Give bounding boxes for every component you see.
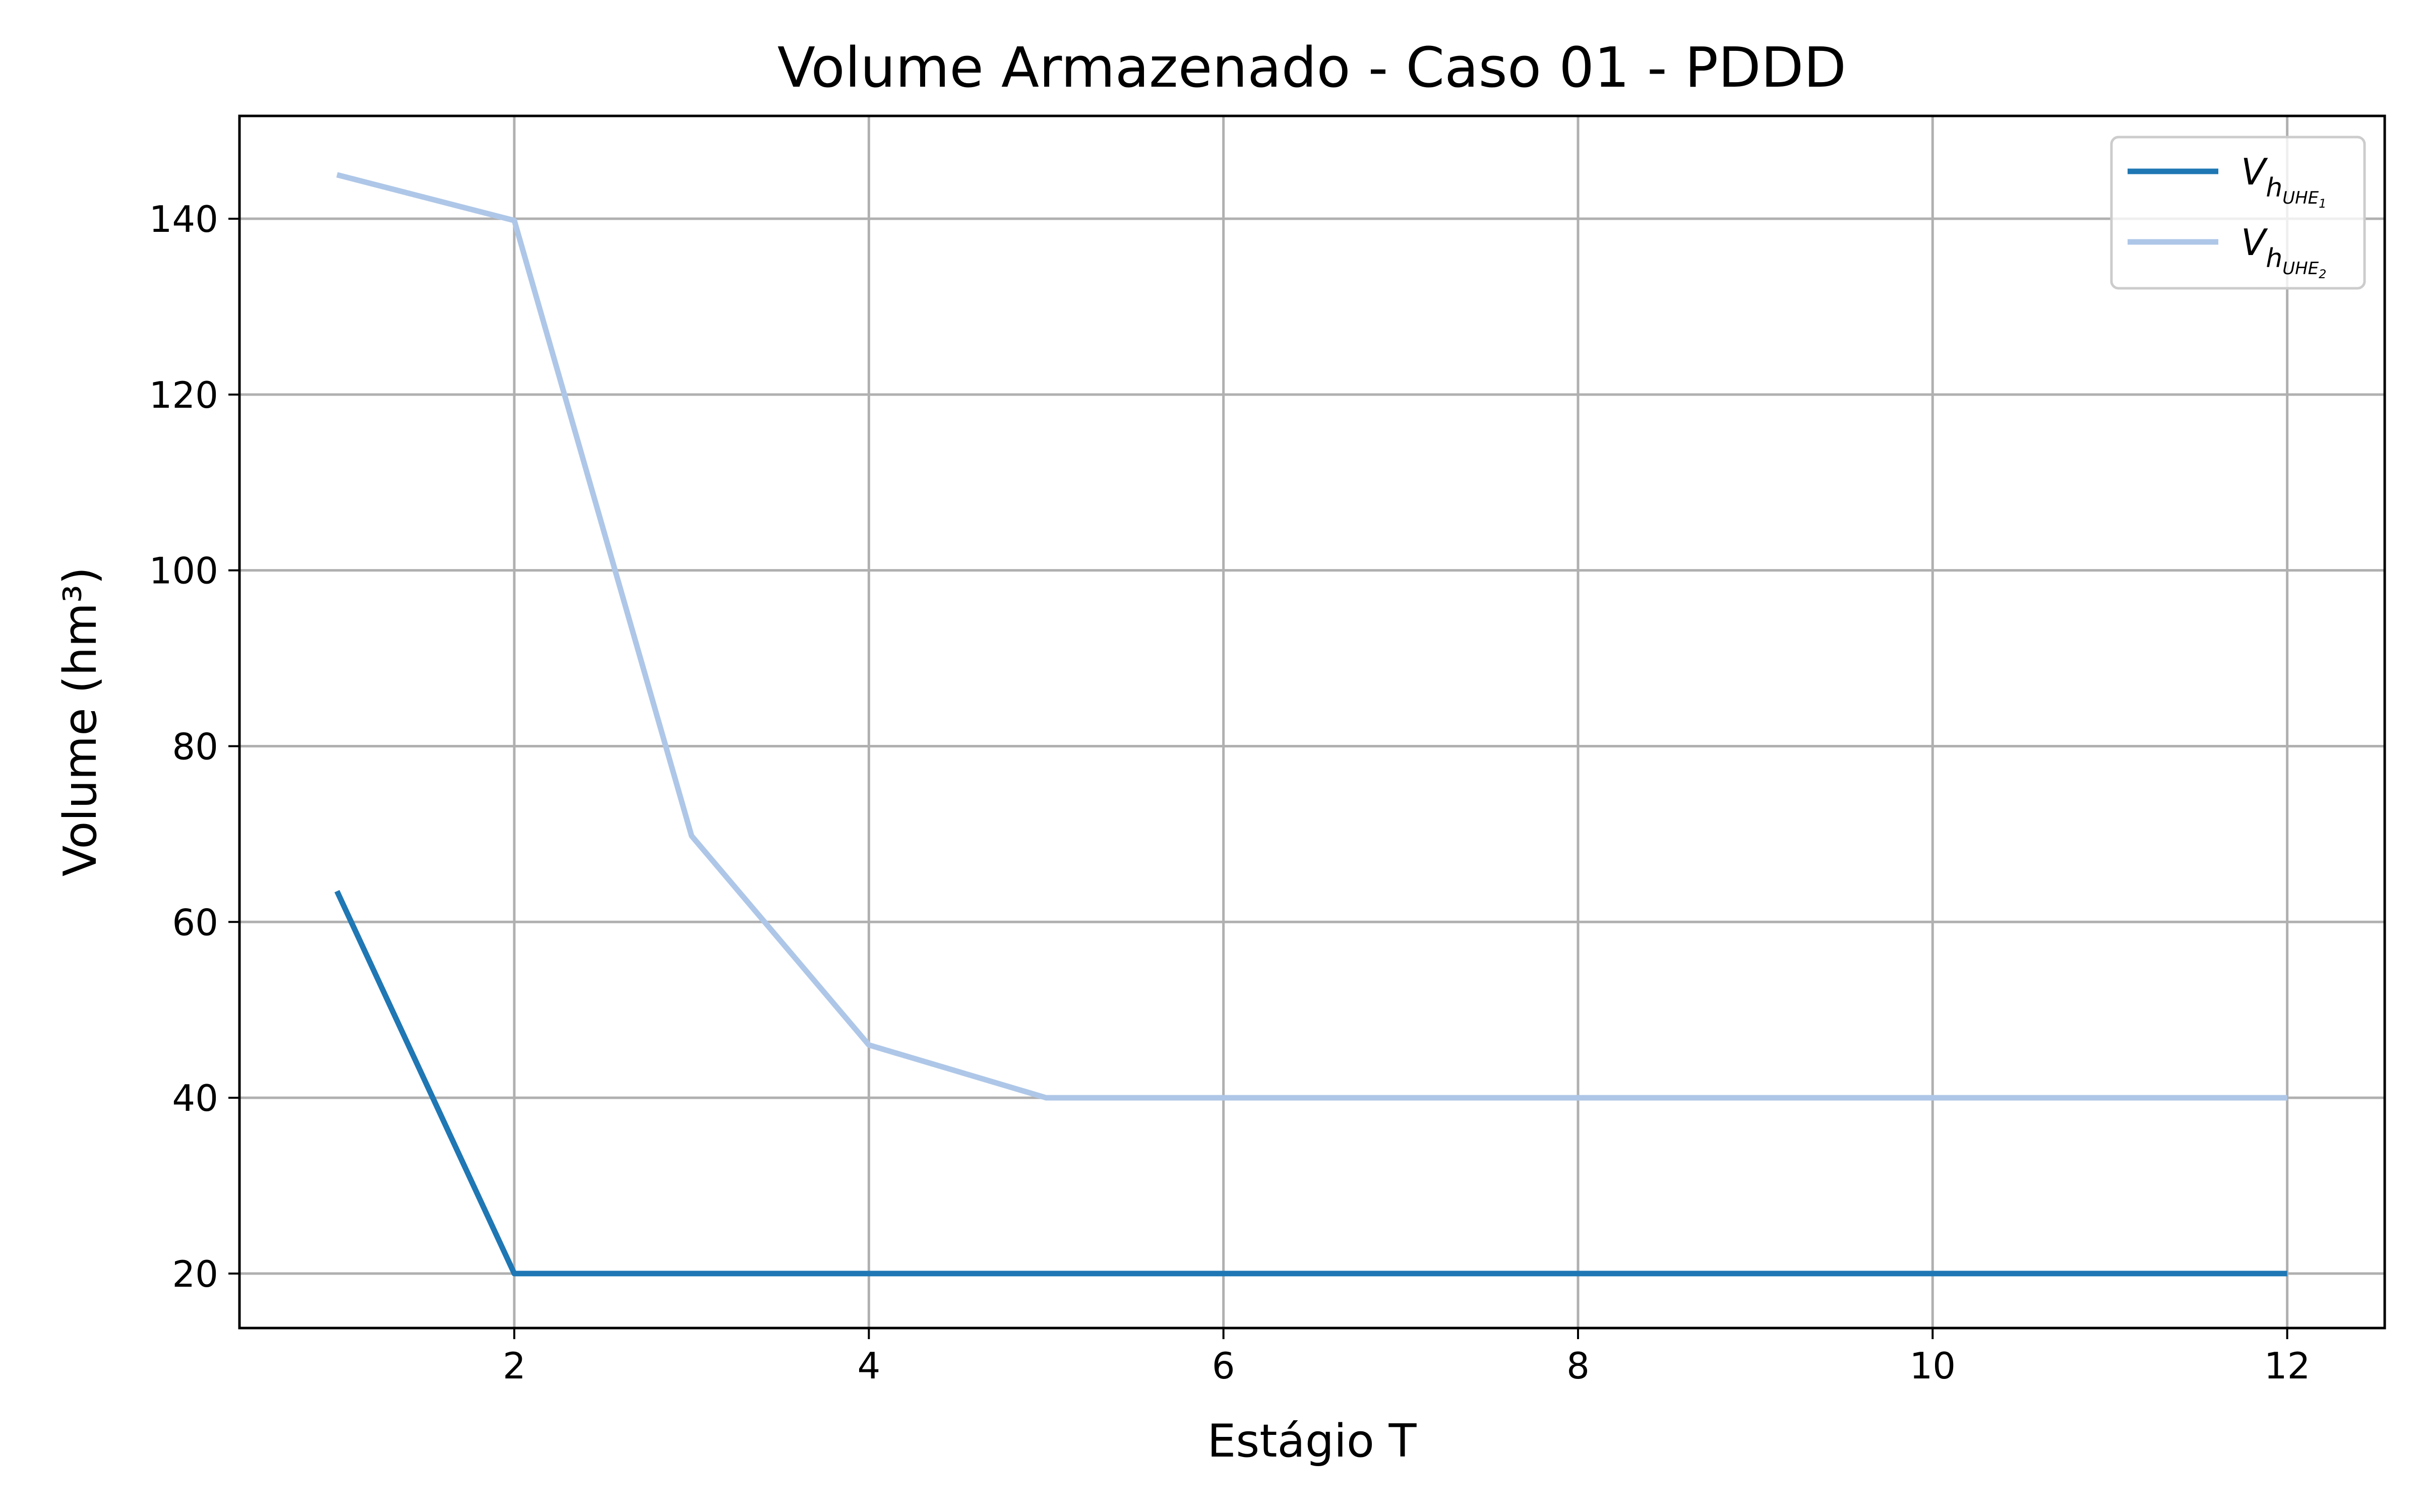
- legend-label-subsub: UHE: [2282, 259, 2319, 279]
- plot-frame: [238, 114, 2386, 1330]
- series-1-point: [691, 1273, 693, 1275]
- x-tick-label: 2: [503, 1345, 526, 1387]
- x-tick-label: 10: [1909, 1345, 1956, 1387]
- y-tick-label: 140: [149, 198, 218, 240]
- legend-label-subsub: UHE: [2282, 188, 2319, 208]
- legend-label-1: VhUHE1: [2241, 151, 2326, 211]
- series-1-point: [2109, 1273, 2111, 1275]
- series-1-point: [1223, 1273, 1225, 1275]
- x-tick-label: 8: [1566, 1345, 1590, 1387]
- series-1-point: [336, 890, 338, 892]
- series-1-point: [513, 1273, 515, 1275]
- series-line-1: [334, 890, 2287, 1277]
- legend-label-base: V: [2241, 221, 2268, 264]
- series-2-point: [691, 835, 693, 837]
- legend-label-subsubsub: 2: [2319, 267, 2326, 281]
- x-tick-label: 4: [857, 1345, 880, 1387]
- legend-label-sub: h: [2266, 173, 2282, 203]
- legend-label-base: V: [2241, 151, 2268, 193]
- y-tick-label: 100: [149, 550, 218, 592]
- y-tick-label: 20: [172, 1253, 218, 1295]
- series-2-point: [1754, 1097, 1757, 1099]
- series-1-point: [1400, 1273, 1402, 1275]
- series-2-point: [336, 174, 338, 176]
- series-1-point: [1045, 1273, 1047, 1275]
- series-2-point: [2286, 1097, 2288, 1099]
- legend-label-sub: h: [2266, 243, 2282, 274]
- legend-box: [2110, 136, 2366, 290]
- series-layer: [334, 172, 2288, 1277]
- series-1-point: [2286, 1273, 2288, 1275]
- grid: [239, 116, 2385, 1328]
- series-2-point: [1400, 1097, 1402, 1099]
- legend-label-subsubsub: 1: [2319, 197, 2326, 211]
- chart-title: Volume Armazenado - Caso 01 - PDDD: [777, 35, 1846, 100]
- legend-label-2: VhUHE2: [2241, 221, 2326, 281]
- ticks: 2 4 6 8 10 12 20 40 60 80 100 120 140: [149, 198, 2311, 1387]
- y-axis-label: Volume (hm³): [54, 567, 107, 876]
- series-2-point: [1931, 1097, 1933, 1099]
- series-1-point: [1931, 1273, 1933, 1275]
- y-tick-label: 80: [172, 725, 218, 768]
- y-tick-label: 60: [172, 901, 218, 943]
- x-tick-label: 12: [2264, 1345, 2311, 1387]
- series-1-point: [1577, 1273, 1579, 1275]
- y-tick-label: 40: [172, 1077, 218, 1119]
- y-axis-label-text: Volume (hm³): [54, 567, 107, 876]
- series-line-2: [336, 172, 2287, 1101]
- y-tick-label: 120: [149, 374, 218, 416]
- series-2-point: [1577, 1097, 1579, 1099]
- series-1-point: [868, 1273, 870, 1275]
- x-axis-label: Estágio T: [1207, 1415, 1417, 1468]
- series-2-point: [1045, 1097, 1047, 1099]
- series-1-point: [1754, 1273, 1757, 1275]
- series-2-point: [1223, 1097, 1225, 1099]
- series-2-point: [2109, 1097, 2111, 1099]
- x-tick-label: 6: [1212, 1345, 1235, 1387]
- series-2-point: [513, 220, 515, 222]
- series-2-point: [868, 1044, 870, 1046]
